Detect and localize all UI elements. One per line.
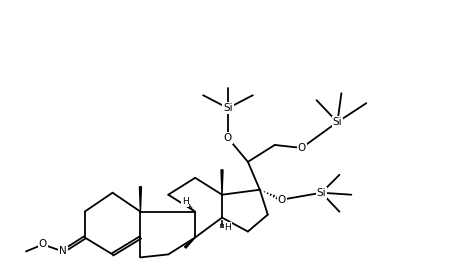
Text: O: O [224,133,232,143]
Text: O: O [277,195,286,205]
Text: Si: Si [317,188,326,198]
Polygon shape [221,170,223,195]
Text: H: H [182,197,189,206]
Polygon shape [140,187,141,212]
Polygon shape [185,238,195,248]
Text: Si: Si [223,103,233,113]
Text: Si: Si [333,117,342,127]
Text: O: O [39,240,47,249]
Text: N: N [59,246,67,256]
Text: O: O [298,143,306,153]
Text: H: H [224,223,231,232]
